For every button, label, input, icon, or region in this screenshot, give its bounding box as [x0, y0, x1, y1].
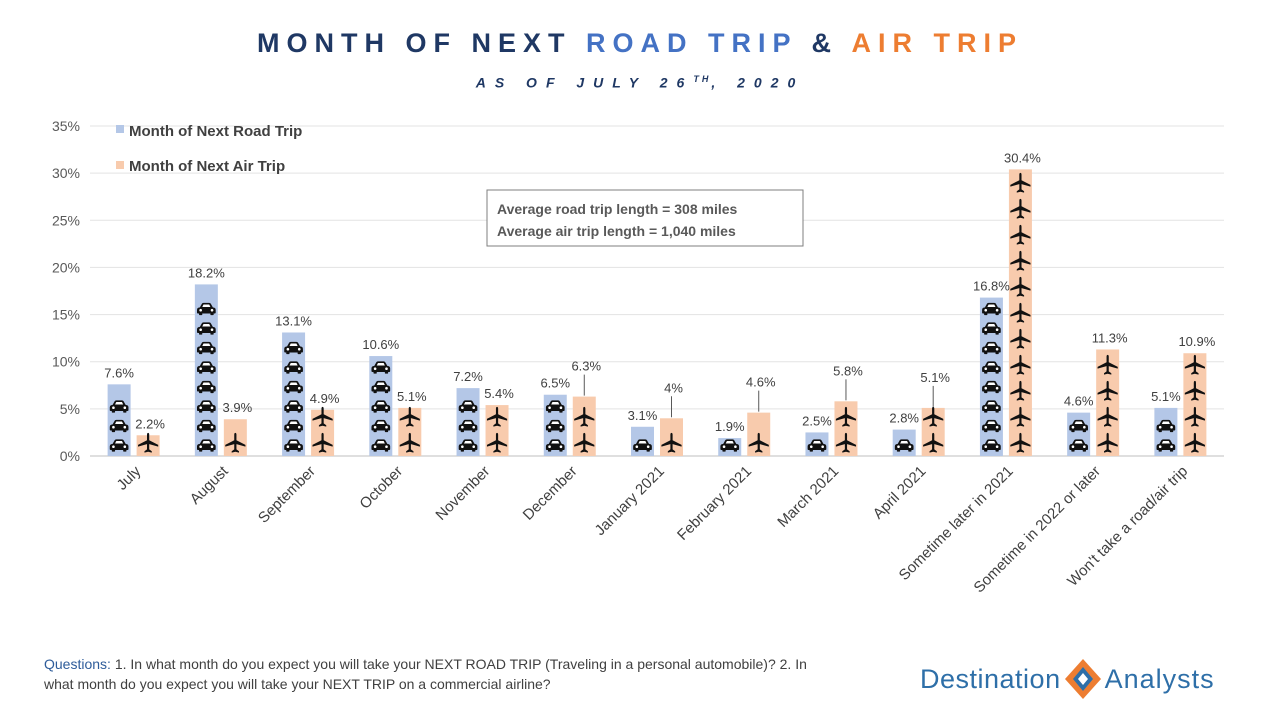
air-value-label: 5.4% — [484, 386, 514, 401]
road-value-label: 6.5% — [540, 376, 570, 391]
y-tick-label: 0% — [60, 448, 80, 464]
x-tick-label: January 2021 — [592, 463, 668, 539]
title-amp: & — [797, 28, 852, 58]
title-part1: MONTH OF NEXT — [256, 28, 586, 58]
air-value-label: 5.8% — [833, 363, 863, 378]
air-value-label: 5.1% — [920, 370, 950, 385]
subtitle-sup: TH — [693, 74, 712, 84]
air-trip-bar — [1096, 349, 1120, 456]
x-tick-label: October — [356, 463, 406, 513]
legend-swatch-air — [116, 161, 124, 169]
road-trip-bar — [979, 297, 1003, 456]
note-box — [486, 189, 804, 247]
air-trip-bar — [834, 401, 858, 456]
road-value-label: 10.6% — [362, 337, 399, 352]
air-value-label: 4% — [664, 380, 683, 395]
title-air: AIR TRIP — [851, 28, 1024, 58]
legend-label-road: Month of Next Road Trip — [129, 123, 302, 140]
y-axis: 0% 5% 10% 15% 20% 25% 30% 35% — [52, 118, 80, 464]
x-axis-labels: July August September October November Decemb… — [114, 462, 1192, 596]
chart-title: MONTH OF NEXT ROAD TRIP & AIR TRIP — [0, 28, 1280, 59]
subtitle-pre: AS OF JULY 26 — [475, 74, 694, 91]
road-value-label: 7.6% — [104, 365, 134, 380]
chart-subtitle: AS OF JULY 26TH, 2020 — [0, 74, 1280, 91]
air-value-label: 11.3% — [1092, 330, 1128, 345]
road-value-label: 4.6% — [1064, 394, 1094, 409]
air-value-label: 10.9% — [1178, 334, 1215, 349]
road-value-label: 2.5% — [802, 413, 832, 428]
air-value-label: 4.6% — [746, 375, 776, 390]
x-tick-label: April 2021 — [870, 463, 930, 523]
x-tick-label: February 2021 — [674, 463, 755, 544]
y-tick-label: 10% — [52, 354, 80, 370]
bars — [107, 169, 1207, 456]
data-labels: 7.6%2.2%18.2%3.9%13.1%4.9%10.6%5.1%7.2%5… — [104, 150, 1215, 434]
legend-swatch-road — [116, 125, 124, 133]
y-tick-label: 30% — [52, 165, 80, 181]
air-trip-bar — [1183, 353, 1207, 456]
y-tick-label: 20% — [52, 259, 80, 275]
road-value-label: 2.8% — [889, 411, 919, 426]
y-tick-label: 15% — [52, 307, 80, 323]
road-value-label: 1.9% — [715, 419, 745, 434]
average-trip-length-note: Average road trip length = 308 miles Ave… — [486, 189, 804, 247]
y-tick-label: 5% — [60, 401, 80, 417]
air-value-label: 5.1% — [397, 389, 427, 404]
legend: Month of Next Road Trip Month of Next Ai… — [116, 123, 302, 175]
road-value-label: 18.2% — [188, 265, 225, 280]
note-line-air: Average air trip length = 1,040 miles — [497, 223, 736, 239]
x-tick-label: March 2021 — [774, 463, 842, 531]
air-value-label: 6.3% — [571, 359, 601, 374]
road-value-label: 16.8% — [973, 279, 1010, 294]
y-tick-label: 25% — [52, 212, 80, 228]
x-tick-label: July — [114, 462, 145, 493]
air-value-label: 30.4% — [1004, 150, 1041, 165]
x-tick-label: September — [255, 463, 319, 527]
x-tick-label: December — [520, 463, 581, 524]
destination-analysts-logo: Destination Analysts — [920, 657, 1215, 701]
note-line-road: Average road trip length = 308 miles — [497, 201, 738, 217]
question-text: 1. In what month do you expect you will … — [44, 656, 807, 692]
logo-word-analysts: Analysts — [1104, 663, 1215, 694]
air-value-label: 2.2% — [135, 416, 165, 431]
air-trip-bar — [572, 396, 596, 456]
logo-diamond-icon — [1064, 659, 1101, 699]
y-tick-label: 35% — [52, 118, 80, 134]
survey-question: Questions: 1. In what month do you expec… — [44, 654, 834, 694]
subtitle-post: , 2020 — [711, 74, 805, 91]
air-value-label: 4.9% — [310, 391, 340, 406]
question-label: Questions: — [44, 656, 111, 672]
title-road: ROAD TRIP — [585, 28, 797, 58]
x-tick-label: August — [187, 462, 233, 508]
bar-chart: 0% 5% 10% 15% 20% 25% 30% 35% 7.6% 2.2% 18.2% 3.9%… — [52, 118, 1224, 596]
gridlines — [90, 125, 1224, 457]
legend-label-air: Month of Next Air Trip — [129, 158, 285, 175]
road-value-label: 13.1% — [275, 313, 312, 328]
logo-word-destination: Destination — [920, 663, 1061, 694]
x-tick-label: November — [432, 463, 493, 524]
road-value-label: 5.1% — [1151, 389, 1181, 404]
road-value-label: 7.2% — [453, 369, 483, 384]
air-value-label: 3.9% — [223, 400, 253, 415]
road-value-label: 3.1% — [628, 408, 658, 423]
